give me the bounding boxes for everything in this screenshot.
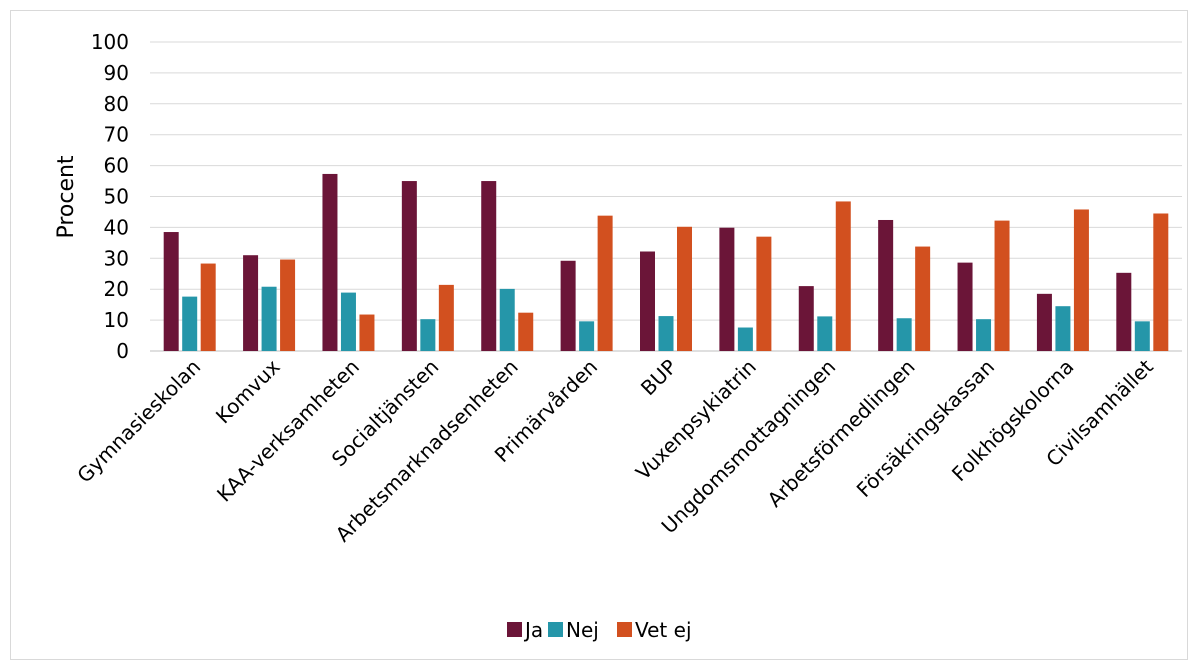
bar-ja — [401, 181, 417, 351]
bar-ja — [322, 173, 338, 351]
bar-ja — [640, 251, 655, 351]
bar-nej — [182, 296, 198, 351]
x-category-label: KAA-verksamheten — [212, 355, 364, 507]
bar-ja — [243, 255, 259, 351]
legend-label: Ja — [523, 618, 543, 642]
legend: Ja Nej Vet ej — [507, 618, 692, 642]
bar-vet-ej — [438, 284, 454, 351]
bar-ja — [878, 219, 894, 351]
bar-vet-ej — [915, 246, 931, 351]
bar-nej — [261, 286, 277, 351]
y-tick-label: 20 — [104, 277, 129, 301]
legend-swatch — [617, 622, 632, 637]
y-tick-labels: 0 10 20 30 40 50 60 70 80 90 100 — [91, 30, 129, 363]
bar-ja — [798, 286, 814, 351]
bar-ja — [957, 262, 973, 351]
legend-swatch — [548, 622, 563, 637]
bar-nej — [737, 327, 753, 351]
bar-ja — [1116, 272, 1132, 351]
gridlines — [150, 41, 1182, 352]
bar-vet-ej — [518, 312, 534, 351]
y-tick-label: 40 — [104, 215, 129, 239]
x-category-label: BUP — [636, 355, 682, 401]
x-category-label: Försäkringskassan — [852, 355, 999, 502]
bar-vet-ej — [1153, 213, 1169, 351]
bar-nej — [420, 319, 436, 351]
bars — [163, 173, 1169, 351]
bar-ja — [163, 232, 179, 351]
bar-nej — [658, 316, 674, 351]
y-tick-label: 60 — [104, 154, 129, 178]
bar-nej — [340, 292, 356, 351]
y-tick-label: 50 — [104, 185, 129, 209]
bar-ja — [481, 181, 497, 351]
y-tick-label: 90 — [104, 61, 129, 85]
bar-ja — [560, 260, 576, 351]
legend-label: Nej — [566, 618, 599, 642]
x-category-label: Gymnasieskolan — [72, 355, 205, 488]
y-tick-label: 10 — [104, 308, 129, 332]
y-tick-label: 100 — [91, 30, 129, 54]
bar-nej — [499, 288, 515, 351]
bar-vet-ej — [280, 259, 296, 351]
legend-label: Vet ej — [635, 618, 692, 642]
bar-vet-ej — [756, 236, 772, 351]
bar-vet-ej — [835, 201, 851, 351]
bar-nej — [896, 318, 912, 351]
x-category-label: Komvux — [211, 354, 285, 428]
bar-ja — [1036, 293, 1052, 351]
bar-nej — [1134, 321, 1150, 351]
bar-vet-ej — [994, 220, 1010, 351]
y-tick-label: 70 — [104, 123, 129, 147]
bar-vet-ej — [200, 263, 216, 351]
bar-vet-ej — [359, 314, 375, 351]
bar-nej — [1055, 306, 1071, 351]
bar-vet-ej — [597, 215, 613, 351]
bar-nej — [976, 319, 992, 351]
y-tick-label: 30 — [104, 246, 129, 270]
x-category-labels: Gymnasieskolan KomvuxKAA-verksamhetenSoci… — [72, 354, 1158, 546]
bar-vet-ej — [677, 226, 692, 351]
bar-vet-ej — [1073, 209, 1089, 351]
bar-ja — [719, 227, 735, 351]
legend-swatch — [507, 622, 522, 637]
bar-nej — [817, 316, 833, 351]
y-axis-title: Procent — [54, 155, 79, 238]
x-category-label: Arbetsförmedlingen — [763, 355, 920, 512]
y-tick-label: 0 — [116, 339, 129, 363]
bar-nej — [579, 321, 595, 351]
y-tick-label: 80 — [104, 92, 129, 116]
